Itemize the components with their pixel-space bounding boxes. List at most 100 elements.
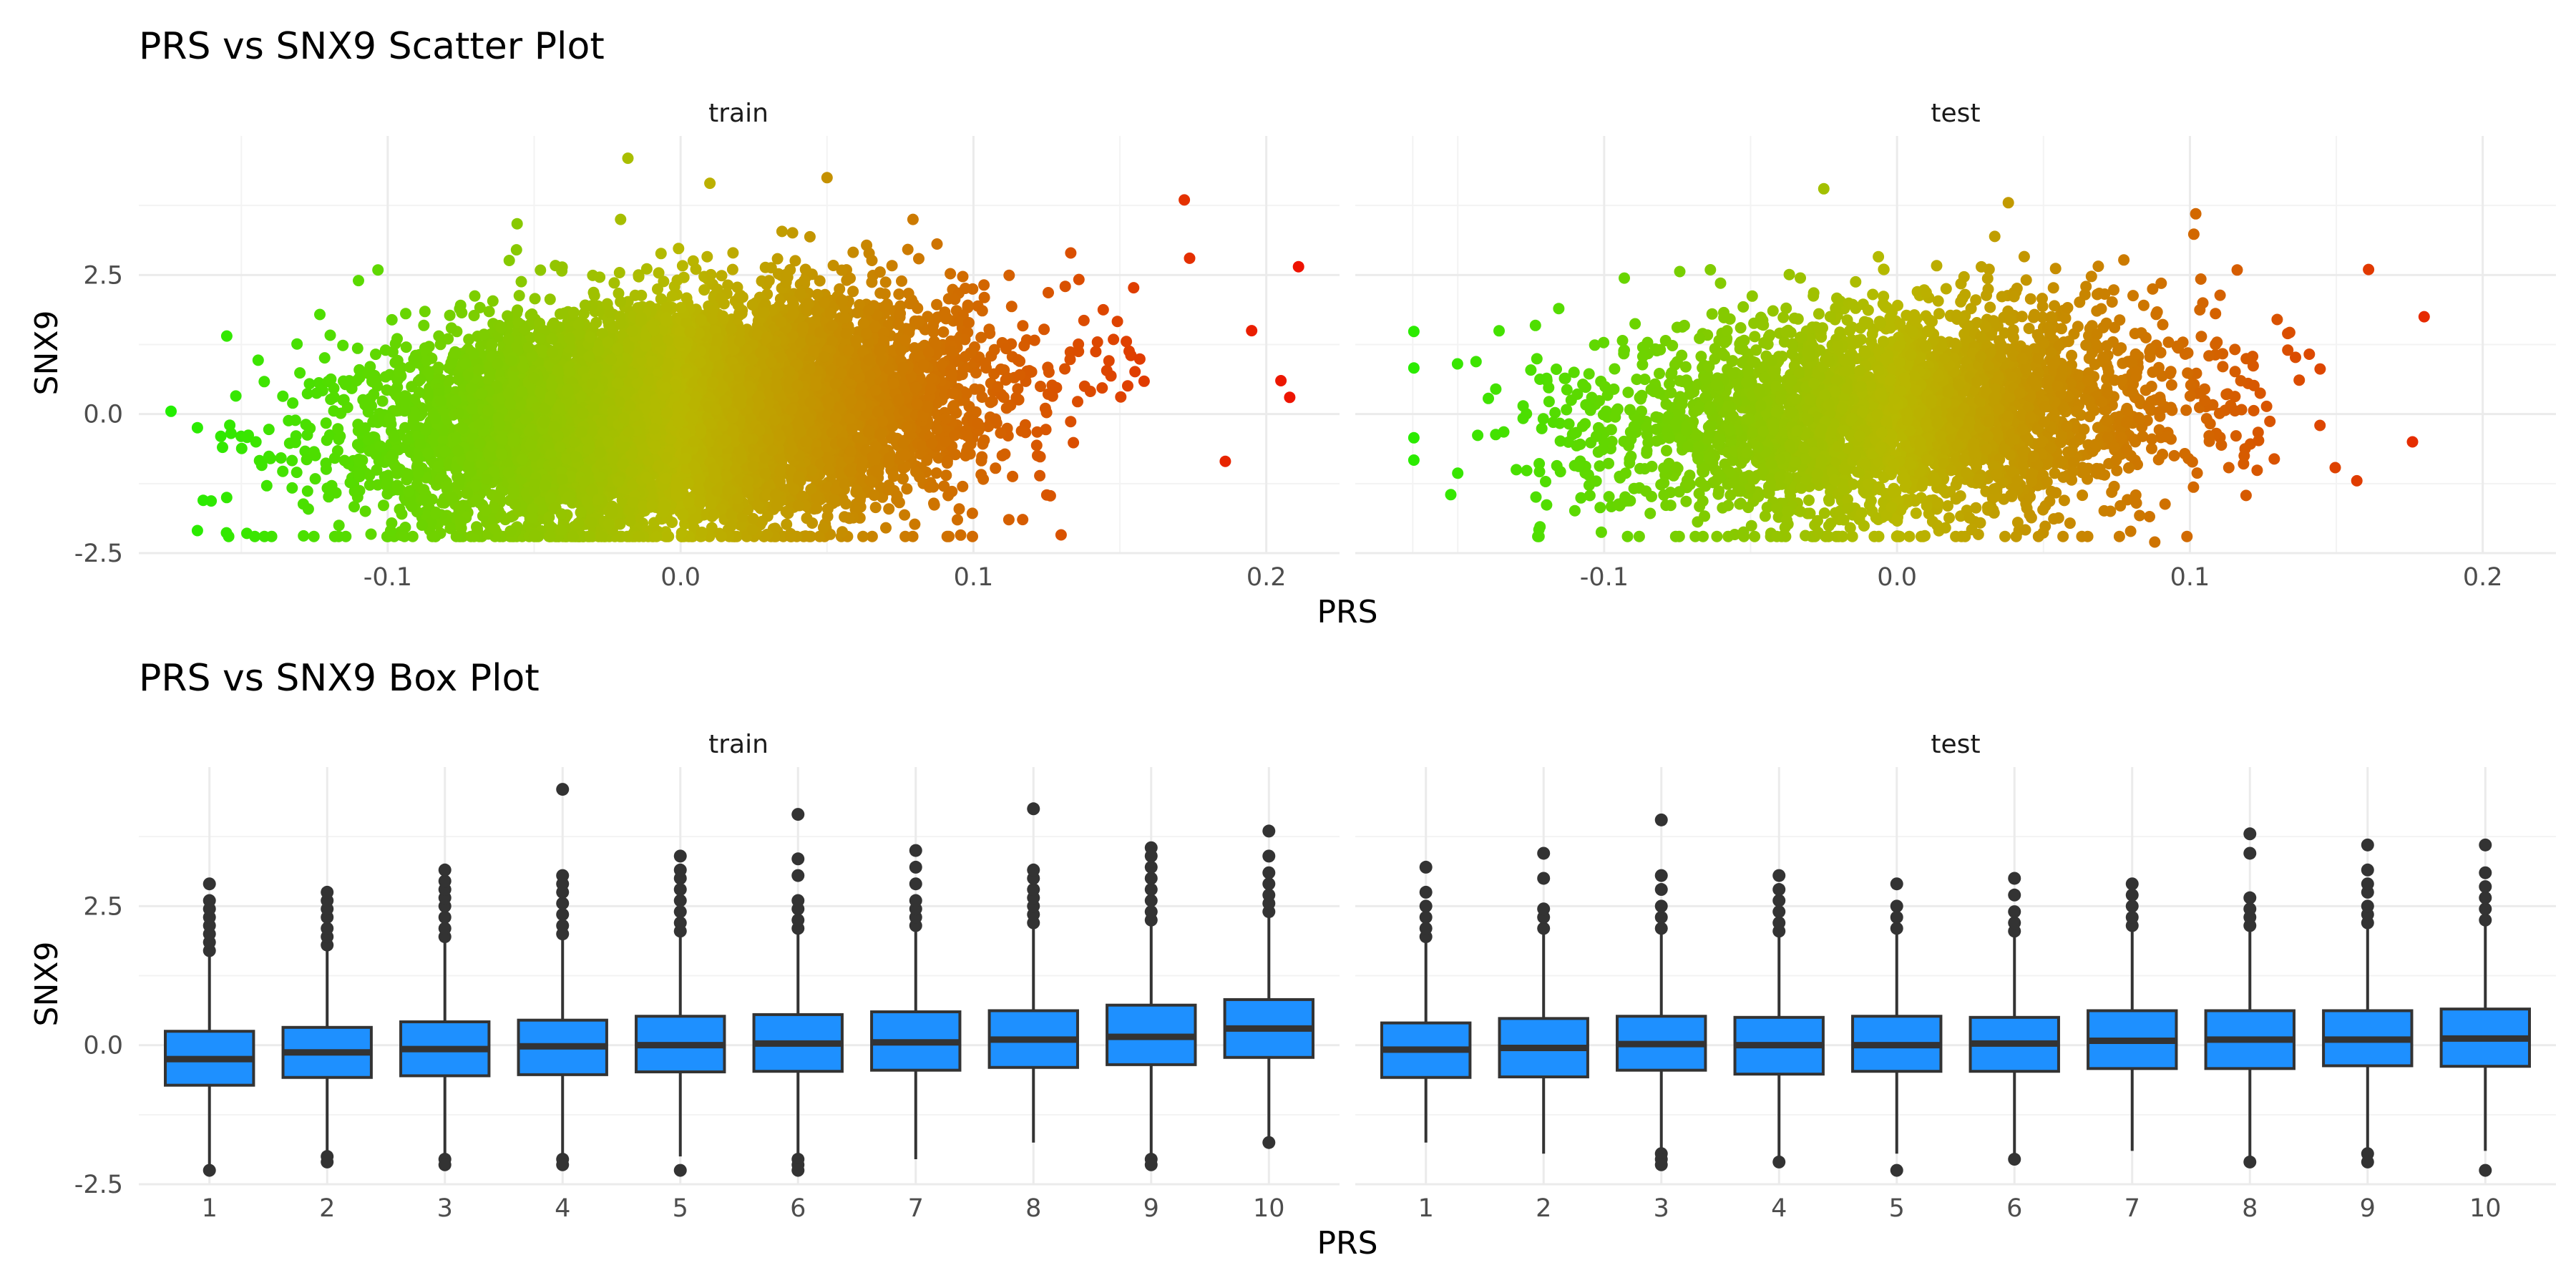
scatter-point bbox=[1017, 320, 1029, 332]
scatter-point bbox=[727, 247, 739, 259]
scatter-point bbox=[1031, 426, 1043, 438]
scatter-point bbox=[945, 268, 957, 280]
scatter-point bbox=[615, 296, 627, 308]
x-tick-label: -0.1 bbox=[364, 563, 412, 592]
scatter-point bbox=[978, 279, 990, 291]
scatter-point bbox=[680, 292, 693, 304]
scatter-point bbox=[1002, 514, 1015, 526]
scatter-point bbox=[339, 379, 351, 391]
scatter-point bbox=[937, 326, 950, 338]
scatter-chart-title: PRS vs SNX9 Scatter Plot bbox=[139, 25, 605, 68]
y-tick-label: 0.0 bbox=[83, 401, 123, 429]
scatter-point bbox=[771, 253, 784, 265]
scatter-point bbox=[384, 525, 396, 537]
scatter-point bbox=[1014, 355, 1026, 367]
scatter-plot-area: -0.1 0.0 0.1 0.2-2.50.02.5-0.1 0.0 0.1 0.2 bbox=[74, 136, 2556, 592]
scatter-point bbox=[1030, 439, 1043, 452]
scatter-point bbox=[286, 454, 298, 467]
scatter-point bbox=[1068, 436, 1080, 449]
scatter-point bbox=[298, 530, 310, 542]
scatter-point bbox=[1078, 380, 1091, 392]
scatter-point bbox=[940, 469, 952, 482]
scatter-point bbox=[320, 417, 332, 429]
scatter-point bbox=[1043, 366, 1055, 379]
scatter-point bbox=[235, 442, 248, 454]
scatter-point bbox=[705, 268, 717, 280]
y-tick-label: 2.5 bbox=[83, 261, 123, 290]
scatter-point bbox=[463, 333, 475, 346]
scatter-point bbox=[220, 330, 233, 342]
scatter-point bbox=[291, 467, 303, 479]
scatter-point bbox=[359, 505, 371, 517]
scatter-point bbox=[318, 352, 331, 364]
scatter-point bbox=[763, 275, 775, 287]
y-tick-label: -2.5 bbox=[74, 540, 123, 568]
scatter-point bbox=[726, 263, 738, 275]
scatter-point bbox=[429, 530, 441, 542]
scatter-point bbox=[263, 424, 275, 436]
scatter-point bbox=[716, 270, 728, 282]
scatter-point bbox=[698, 284, 711, 296]
scatter-point bbox=[400, 308, 411, 320]
box-y-axis-title: SNX9 bbox=[29, 942, 65, 1027]
scatter-point bbox=[1034, 451, 1046, 463]
scatter-y-axis-title: SNX9 bbox=[29, 311, 65, 396]
scatter-point bbox=[913, 253, 924, 265]
scatter-panel-train-label: train bbox=[708, 99, 769, 128]
scatter-point bbox=[450, 530, 462, 542]
scatter-point bbox=[814, 275, 826, 287]
scatter-point bbox=[899, 530, 912, 542]
scatter-point bbox=[286, 482, 298, 494]
scatter-point bbox=[1065, 416, 1077, 428]
scatter-point bbox=[893, 288, 905, 301]
scatter-point bbox=[432, 361, 444, 374]
scatter-point bbox=[333, 519, 345, 532]
scatter-point bbox=[252, 354, 264, 366]
scatter-point bbox=[302, 503, 314, 515]
scatter-point bbox=[975, 331, 987, 343]
scatter-point bbox=[655, 248, 667, 260]
scatter-point bbox=[1096, 382, 1108, 394]
scatter-x-axis-title: PRS bbox=[1317, 594, 1377, 630]
box-chart-title: PRS vs SNX9 Box Plot bbox=[139, 657, 540, 700]
scatter-point bbox=[260, 479, 273, 492]
scatter-point bbox=[1133, 353, 1146, 365]
scatter-point bbox=[1000, 402, 1013, 414]
scatter-point bbox=[308, 530, 320, 542]
x-tick-label: 0.2 bbox=[1246, 563, 1287, 592]
box-x-axis-title: PRS bbox=[1317, 1225, 1377, 1262]
scatter-point bbox=[1090, 346, 1102, 358]
scatter-point bbox=[389, 338, 401, 350]
scatter-point bbox=[370, 348, 381, 361]
scatter-point bbox=[869, 502, 882, 514]
scatter-point bbox=[324, 329, 336, 341]
scatter-point bbox=[652, 283, 663, 295]
scatter-point bbox=[653, 267, 665, 279]
scatter-point bbox=[866, 276, 878, 288]
scatter-panel-test-label: test bbox=[1931, 99, 1980, 128]
scatter-panel-train: -0.1 0.0 0.1 0.2-2.50.02.5 bbox=[74, 136, 1414, 592]
scatter-points bbox=[165, 152, 1304, 542]
scatter-point bbox=[529, 293, 541, 305]
scatter-point bbox=[962, 299, 974, 311]
scatter-point bbox=[886, 260, 898, 272]
scatter-point bbox=[332, 423, 344, 435]
scatter-point bbox=[957, 270, 969, 283]
scatter-point bbox=[321, 482, 333, 494]
scatter-point bbox=[799, 263, 811, 275]
scatter-point bbox=[191, 421, 203, 434]
scatter-point bbox=[967, 530, 978, 542]
scatter-point bbox=[515, 275, 527, 288]
scatter-point bbox=[997, 391, 1010, 403]
x-tick-label: 0.1 bbox=[954, 563, 994, 592]
scatter-point bbox=[594, 271, 606, 283]
scatter-point bbox=[1040, 424, 1052, 436]
scatter-point bbox=[990, 413, 1002, 425]
scatter-point bbox=[328, 452, 341, 464]
scatter-point bbox=[419, 306, 431, 318]
scatter-point bbox=[191, 525, 203, 537]
scatter-point bbox=[976, 305, 988, 317]
scatter-point bbox=[928, 497, 940, 509]
scatter-point bbox=[907, 213, 919, 225]
